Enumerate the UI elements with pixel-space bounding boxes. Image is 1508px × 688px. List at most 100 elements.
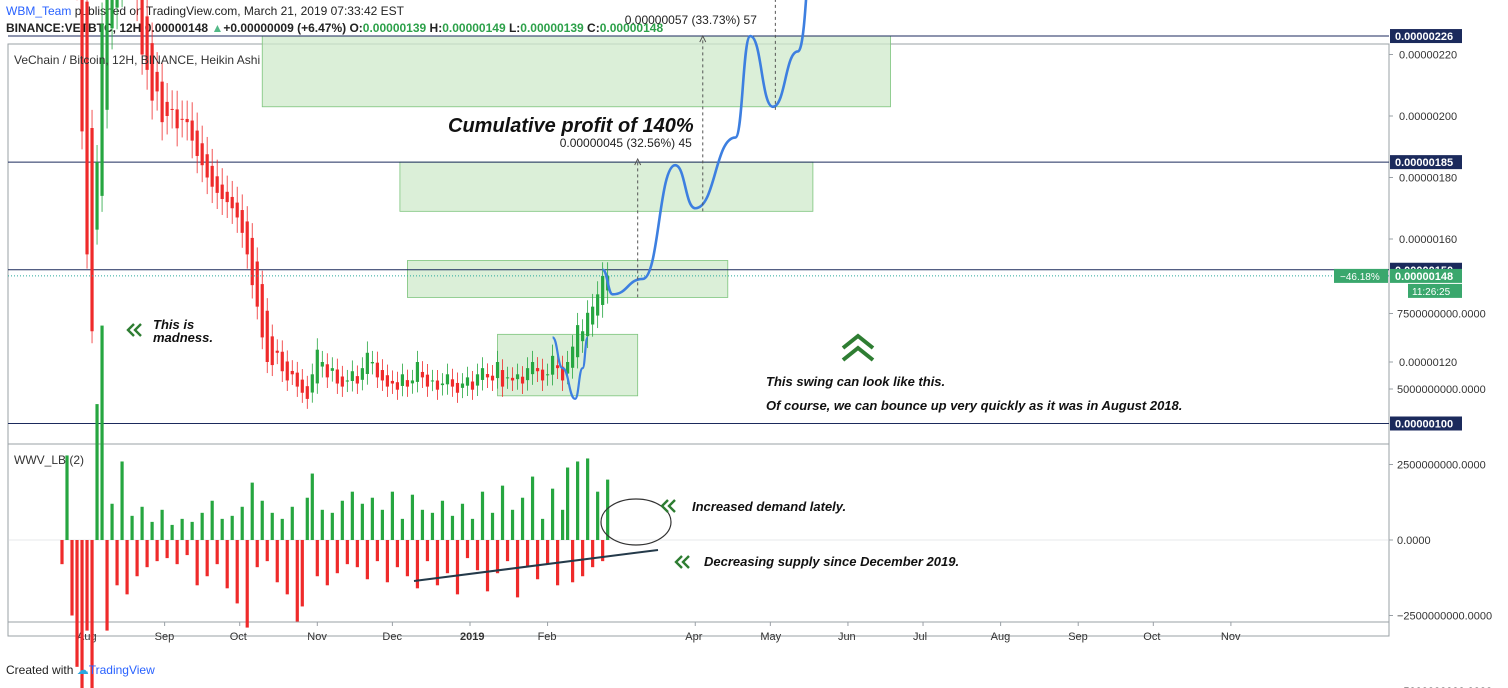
close-value: 0.00000148 [599,21,664,35]
candle-body [320,362,324,367]
indicator-bar [545,540,550,565]
price-tick-label: 0.00000200 [1399,111,1457,123]
indicator-bar [535,540,540,580]
candle-body [586,312,590,337]
candle-body [555,365,560,369]
indicator-bar [360,503,364,540]
indicator-bar [490,512,495,540]
level-price-tag [1390,416,1462,431]
author-link[interactable]: WBM_Team [6,4,72,18]
indicator-bar [380,509,384,540]
indicator-bar [190,521,194,540]
demand-highlight-ellipse [600,498,672,546]
indicator-bar [195,540,199,586]
candle-body [195,130,199,156]
indicator-bar [155,540,159,562]
price-tick-label: 0.00000160 [1399,234,1457,246]
candle-body [250,237,254,286]
candle-body [160,81,164,123]
candle-body [500,370,505,387]
double-chevron-left-icon [674,555,690,569]
indicator-bar [420,509,425,540]
low-label: L: [508,21,521,35]
candle-body [100,23,104,196]
indicator-bar [245,540,249,628]
indicator-bar [390,491,394,540]
indicator-bar [385,540,389,583]
indicator-bar [90,540,94,688]
measurement-label: 0.00000045 (32.56%) 45 [560,136,692,150]
bar-countdown-label: 11:26:25 [1412,287,1451,298]
indicator-bar [445,540,450,574]
series-title: VeChain / Bitcoin, 12H, BINANCE, Heikin … [14,53,260,67]
indicator-bar [130,515,134,540]
indicator-bar [235,540,239,604]
indicator-bar [400,518,405,540]
indicator-bar [345,540,349,565]
indicator-bar [355,540,359,568]
candle-body [530,362,535,375]
created-with-text: Created with [6,663,74,677]
measurement-arrow-icon [699,34,707,43]
time-tick-label: Oct [230,631,247,643]
candle-body [360,368,364,380]
indicator-bar [140,506,144,540]
indicator-bar [250,482,254,540]
indicator-bar [505,540,510,562]
percent-change-label: −46.18% [1340,272,1380,283]
candle-body [601,275,605,305]
indicator-bar [425,540,430,562]
candle-body [515,374,520,380]
candle-body [561,366,565,381]
indicator-bar [576,461,580,540]
indicator-bar [500,485,505,540]
indicator-bar [270,512,274,540]
countdown-tag [1408,283,1462,298]
candle-body [105,0,109,110]
indicator-tick-label: −2500000000.0000 [1397,611,1492,623]
indicator-tick-label: 7500000000.0000 [1397,309,1486,321]
indicator-bar [115,540,119,586]
indicator-bar [340,500,344,540]
indicator-bar [215,540,219,565]
indicator-bar [325,540,329,586]
double-chevron-left-icon [660,499,676,513]
indicator-bar [405,540,410,577]
candle-body [455,382,460,393]
candle-body [535,368,540,372]
candle-body [566,362,570,374]
indicator-bar [175,540,179,565]
candle-body [550,355,555,375]
open-label: O: [349,21,363,35]
tradingview-link[interactable]: TradingView [88,663,155,677]
candle-body [505,377,510,379]
indicator-bar [300,540,304,607]
indicator-bar [70,540,74,616]
indicator-bar [80,540,84,688]
indicator-bar [601,540,605,562]
indicator-bar [60,540,64,565]
candle-body [460,383,465,388]
indicator-bar [520,497,525,540]
bounce-annotation: Of course, we can bounce up very quickly… [766,398,1182,413]
indicator-bar [225,540,229,589]
time-tick-label: Jun [838,631,856,643]
double-chevron-up-icon [841,333,875,362]
candle-body [465,377,470,386]
level-price-label: 0.00000100 [1395,419,1453,431]
headline-annotation: Cumulative profit of 140% [448,115,694,137]
candle-body [180,118,184,120]
time-tick-label: Sep [155,631,175,643]
indicator-bar [470,518,475,540]
indicator-bar [240,506,244,540]
published-text: published on TradingView.com, March 21, … [74,4,405,18]
indicator-bar [415,540,420,589]
indicator-bar [335,540,339,574]
indicator-bar [75,540,79,667]
candle-body [230,196,234,209]
candle-body [591,306,595,325]
indicator-bar [410,494,415,540]
candle-body [110,0,114,29]
candle-body [280,351,284,372]
